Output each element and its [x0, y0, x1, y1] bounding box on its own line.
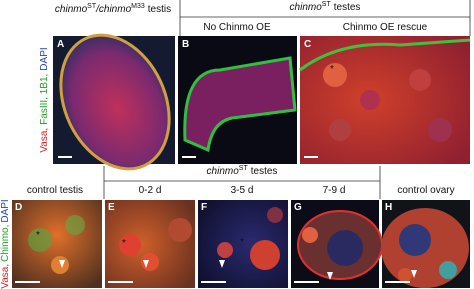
bottom-group-title: chinmoST testes: [207, 165, 278, 177]
panel-a: A: [53, 33, 175, 171]
stain-green: Chinmo,: [0, 225, 11, 262]
panel-g: * G: [291, 200, 383, 288]
bottom-stain-label: Vasa, Chinmo, DAPI: [0, 199, 11, 288]
title-sup: ST: [87, 3, 97, 10]
arrowhead: [59, 260, 65, 268]
panel-letter: C: [304, 39, 311, 50]
asterisk: *: [122, 238, 126, 249]
panel-f-label: 3-5 d: [231, 185, 254, 196]
panel-h: H: [381, 200, 470, 288]
title-part: chinmo: [290, 2, 323, 13]
title-part: testes: [334, 2, 361, 13]
title-sup: ST: [239, 165, 249, 172]
title-part: testis: [148, 4, 171, 15]
panel-letter: G: [294, 202, 302, 213]
stain-blue: DAPI: [39, 47, 50, 70]
panel-letter: D: [15, 202, 22, 213]
stain-green: FasIII, 1B1,: [39, 74, 50, 125]
stain-red: Vasa,: [0, 264, 11, 289]
panel-letter: F: [201, 202, 207, 213]
panel-letter: B: [182, 39, 189, 50]
title-part: testes: [251, 166, 278, 177]
arrowhead: [219, 260, 225, 268]
asterisk: *: [240, 237, 244, 248]
panel-letter: A: [57, 39, 64, 50]
panel-e: * E: [105, 200, 195, 288]
top-stain-label: Vasa, FasIII, 1B1, DAPI: [39, 47, 50, 152]
stain-blue: DAPI: [0, 199, 11, 222]
title-sup: M33: [131, 3, 145, 10]
title-sup: ST: [322, 1, 332, 8]
panel-f: * F: [198, 200, 288, 288]
panel-e-label: 0-2 d: [139, 185, 162, 196]
asterisk: *: [330, 64, 334, 75]
panel-letter: E: [108, 202, 115, 213]
panel-a-title: chinmoST/chinmoM33 testis: [55, 3, 171, 15]
panel-d-label: control testis: [27, 185, 83, 196]
panel-g-label: 7-9 d: [323, 185, 346, 196]
asterisk: *: [36, 230, 40, 241]
panel-b: B: [178, 36, 297, 164]
title-part: chinmo: [207, 166, 240, 177]
panel-c-label: Chinmo OE rescue: [343, 22, 428, 33]
title-part: chinmo: [55, 4, 88, 15]
arrowhead: [143, 260, 149, 268]
top-group-title: chinmoST testes: [290, 1, 361, 13]
arrowhead: [327, 272, 333, 280]
panel-c: * C: [299, 36, 471, 164]
stain-red: Vasa,: [39, 128, 50, 153]
asterisk: *: [296, 228, 300, 239]
panel-b-label: No Chinmo OE: [203, 22, 271, 33]
arrowhead: [411, 270, 417, 278]
panel-d: * D: [12, 200, 102, 288]
title-part: /chinmo: [95, 4, 131, 15]
panel-h-label: control ovary: [397, 185, 454, 196]
panel-letter: H: [385, 202, 392, 213]
